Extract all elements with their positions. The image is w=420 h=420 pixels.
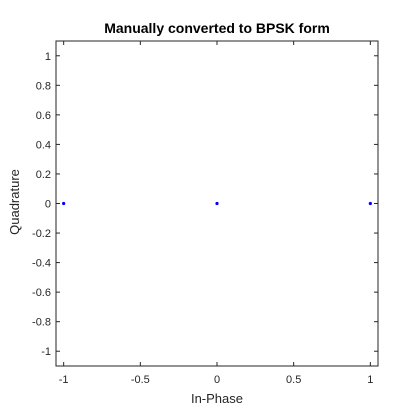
y-tick-label: 0 [45,199,51,211]
x-tick-label: -0.5 [131,374,150,386]
chart-title: Manually converted to BPSK form [104,20,330,36]
x-tick-label: -1 [59,374,69,386]
x-axis-label: In-Phase [191,391,243,406]
x-tick-label: 0 [214,374,220,386]
x-tick-label: 0.5 [286,374,301,386]
y-tick-label: 0.6 [36,110,51,122]
y-tick-label: -1 [41,346,51,358]
y-tick-label: -0.8 [32,317,51,329]
y-axis-label: Quadrature [7,169,22,235]
data-point [368,201,372,206]
y-tick-label: 1 [45,51,51,63]
y-tick-label: 0.8 [36,80,51,92]
x-tick-label: 1 [367,374,373,386]
y-tick-label: 0.2 [36,169,51,181]
x-axis-ticks: -1 -0.5 0 0.5 1 [59,41,373,386]
y-tick-label: 0.4 [36,139,51,151]
y-tick-label: -0.4 [32,258,51,270]
data-point [62,201,66,206]
data-point [215,201,219,206]
y-tick-label: -0.2 [32,228,51,240]
y-tick-label: -0.6 [32,287,51,299]
y-axis-ticks: 1 0.8 0.6 0.4 0.2 0 -0.2 -0.4 -0.6 -0.8 -1 [32,51,378,358]
data-points [62,201,372,206]
